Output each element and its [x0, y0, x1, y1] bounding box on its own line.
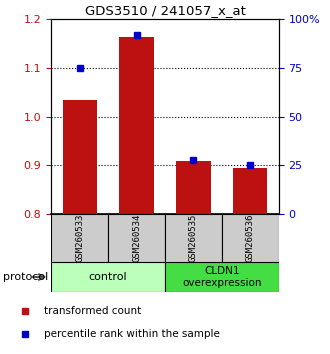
Bar — [165, 262, 279, 292]
Bar — [51, 262, 165, 292]
Text: GSM260533: GSM260533 — [75, 214, 84, 262]
Text: GSM260534: GSM260534 — [132, 214, 141, 262]
Text: GSM260535: GSM260535 — [189, 214, 198, 262]
Bar — [176, 161, 211, 214]
Text: CLDN1
overexpression: CLDN1 overexpression — [182, 266, 262, 288]
Text: protocol: protocol — [3, 272, 49, 282]
Bar — [119, 36, 153, 214]
Text: GSM260536: GSM260536 — [246, 214, 255, 262]
Bar — [51, 214, 108, 262]
Text: percentile rank within the sample: percentile rank within the sample — [44, 329, 219, 339]
Bar — [165, 214, 222, 262]
Text: transformed count: transformed count — [44, 306, 141, 316]
Title: GDS3510 / 241057_x_at: GDS3510 / 241057_x_at — [84, 4, 246, 17]
Bar — [233, 168, 268, 214]
Bar — [222, 214, 279, 262]
Text: control: control — [89, 272, 127, 282]
Bar — [63, 100, 97, 214]
Bar — [108, 214, 165, 262]
